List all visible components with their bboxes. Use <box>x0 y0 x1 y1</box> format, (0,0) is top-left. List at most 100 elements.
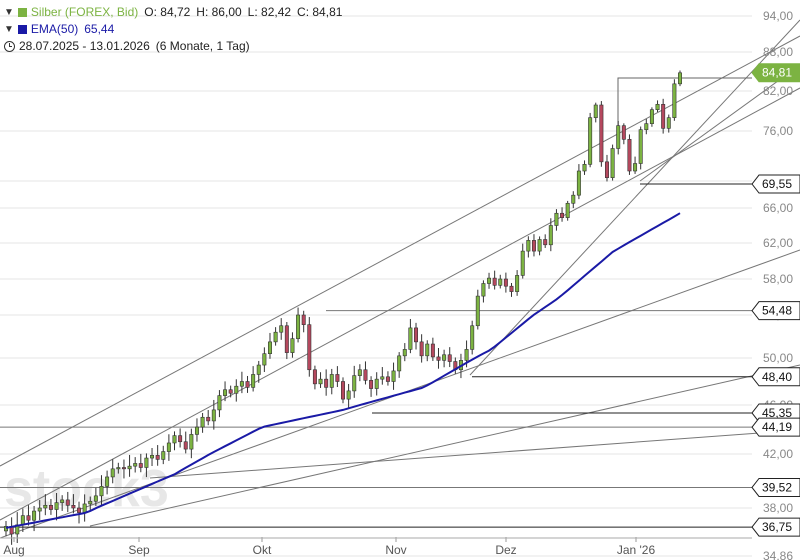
candle <box>520 243 525 279</box>
candle-body <box>408 327 413 350</box>
legend-row-ema: ▼ EMA(50) 65,44 <box>4 21 342 38</box>
candle-body <box>414 327 419 343</box>
candle <box>183 431 188 454</box>
trendline <box>0 87 800 521</box>
trendline <box>89 364 800 527</box>
candle <box>470 320 475 355</box>
candle-body <box>678 72 682 85</box>
candle <box>99 475 104 506</box>
candle <box>155 445 160 466</box>
candle <box>627 134 632 175</box>
candle-body <box>571 194 576 204</box>
candle-body <box>48 504 53 510</box>
candle-body <box>144 457 149 468</box>
collapse-arrow-icon[interactable]: ▼ <box>4 24 14 35</box>
candle <box>318 372 323 388</box>
candle-body <box>178 435 183 443</box>
candle <box>245 375 250 393</box>
candle <box>48 498 53 515</box>
candle-body <box>267 341 272 354</box>
candle <box>65 491 70 513</box>
candle <box>487 272 492 289</box>
candle <box>189 428 194 459</box>
candle-body <box>610 148 615 178</box>
y-tick-label: 34,86 <box>763 549 793 560</box>
y-tick-label: 42,00 <box>763 447 793 461</box>
candle-body <box>301 314 306 325</box>
candle <box>194 418 199 442</box>
candle <box>481 280 486 303</box>
y-tick-label: 66,00 <box>763 201 793 215</box>
clock-icon <box>4 41 15 52</box>
level-tag <box>751 367 800 387</box>
candle-body <box>604 161 609 178</box>
candle <box>127 454 132 477</box>
level-label: 69,55 <box>751 174 800 194</box>
collapse-arrow-icon[interactable]: ▼ <box>4 7 14 18</box>
high-value: H: 86,00 <box>196 5 242 19</box>
candle <box>638 126 643 170</box>
level-tag <box>751 301 800 321</box>
candle-body <box>43 504 48 509</box>
candle-body <box>447 354 452 362</box>
level-value: 44,19 <box>762 420 792 434</box>
date-range: 28.07.2025 - 13.01.2026 <box>19 39 150 53</box>
candle-body <box>138 463 143 468</box>
candle <box>430 337 435 361</box>
candle-body <box>318 378 323 385</box>
candle <box>138 453 143 473</box>
candle <box>661 98 666 134</box>
candle <box>144 453 149 478</box>
candle-body <box>576 170 581 196</box>
candle <box>571 191 576 209</box>
candle <box>621 123 626 145</box>
y-tick-label: 58,00 <box>763 272 793 286</box>
candle <box>43 494 48 516</box>
candle-body <box>655 104 660 110</box>
candle <box>200 412 205 433</box>
x-tick-label: Sep <box>128 543 150 557</box>
candle-body <box>357 369 362 376</box>
level-value: 39,52 <box>762 480 792 494</box>
candle-body <box>296 314 301 339</box>
candle <box>116 462 121 474</box>
candle <box>380 367 385 385</box>
candle <box>60 495 65 511</box>
candle-body <box>20 515 25 526</box>
candle-body <box>228 389 233 394</box>
candle <box>352 365 357 398</box>
candle-body <box>121 467 126 470</box>
candle-body <box>217 395 222 411</box>
level-value: 36,75 <box>762 520 792 534</box>
y-tick-label: 50,00 <box>763 351 793 365</box>
candle-body <box>616 125 621 149</box>
candle-body <box>26 515 31 521</box>
candle <box>312 365 317 390</box>
candle <box>537 236 542 256</box>
candle <box>357 364 362 382</box>
trendline <box>149 429 800 479</box>
candle-body <box>492 277 497 286</box>
legend-row-instrument: ▼ Silber (FOREX, Bid) O: 84,72 H: 86,00 … <box>4 4 342 21</box>
trendline <box>0 35 800 467</box>
candle <box>666 114 671 133</box>
grid <box>0 15 752 557</box>
candle-body <box>481 283 486 297</box>
candle <box>391 362 396 390</box>
candle <box>531 234 536 257</box>
y-tick-label: 38,00 <box>763 501 793 515</box>
candle-body <box>239 381 244 387</box>
level-label: 45,35 <box>751 403 800 423</box>
candle-body <box>116 467 121 470</box>
candle-body <box>341 381 345 400</box>
candle <box>284 321 289 360</box>
candle <box>77 501 82 524</box>
candle-body <box>649 109 654 124</box>
candle-body <box>279 325 284 333</box>
candle <box>290 332 295 358</box>
candle <box>576 164 581 200</box>
candle-body <box>189 434 194 450</box>
candle-body <box>105 476 110 487</box>
candle <box>54 493 59 521</box>
